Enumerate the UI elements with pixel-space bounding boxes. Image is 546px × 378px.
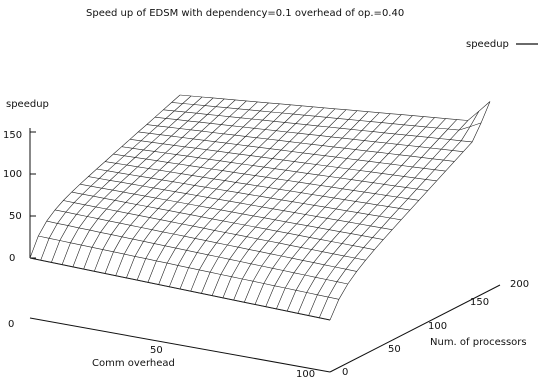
y-tick-label-150: 150 — [470, 297, 489, 308]
mesh-line-proc-18 — [222, 112, 380, 299]
surface-mesh — [29, 94, 491, 321]
z-tick-label-150: 150 — [3, 130, 22, 141]
mesh-line-proc-8 — [115, 102, 269, 276]
mesh-line-proc-7 — [104, 101, 258, 274]
y-axis-label: Num. of processors — [430, 337, 527, 348]
mesh-line-proc-15 — [190, 109, 347, 292]
z-tick-label-100: 100 — [3, 169, 22, 180]
x-tick-label-0: 0 — [8, 319, 14, 330]
mesh-line-proc-28 — [329, 101, 491, 321]
mesh-line-proc-20 — [244, 114, 402, 303]
x-tick-label-100: 100 — [296, 369, 315, 378]
mesh-line-proc-9 — [126, 103, 280, 279]
y-axis-line — [329, 284, 501, 373]
mesh-line-proc-0 — [29, 94, 181, 259]
mesh-line-proc-23 — [276, 117, 435, 310]
mesh-line-proc-24 — [286, 118, 446, 312]
z-tick-label-50: 50 — [9, 211, 22, 222]
mesh-line-proc-21 — [254, 115, 413, 305]
mesh-line-proc-2 — [51, 96, 203, 263]
x-ticks: 0 50 100 — [8, 319, 315, 378]
mesh-line-proc-11 — [147, 105, 303, 283]
mesh-line-proc-14 — [179, 108, 336, 290]
y-tick-label-100: 100 — [428, 321, 447, 332]
y-tick-label-0: 0 — [342, 367, 348, 378]
y-tick-label-200: 200 — [510, 279, 529, 290]
z-tick-label-0: 0 — [9, 253, 15, 264]
y-tick-label-50: 50 — [388, 344, 401, 355]
mesh-line-proc-1 — [40, 95, 192, 261]
mesh-line-proc-12 — [158, 106, 314, 285]
legend-label-speedup: speedup — [466, 39, 509, 50]
mesh-line-proc-16 — [201, 110, 358, 294]
mesh-line-proc-10 — [136, 104, 291, 281]
mesh-line-proc-5 — [83, 99, 236, 270]
mesh-line-proc-17 — [211, 111, 369, 296]
mesh-line-proc-13 — [169, 107, 325, 287]
mesh-line-proc-4 — [72, 98, 225, 268]
chart-title: Speed up of EDSM with dependency=0.1 ove… — [86, 8, 404, 19]
x-axis-label: Comm overhead — [92, 358, 175, 369]
z-ticks: 0 50 100 150 — [3, 130, 36, 264]
mesh-line-proc-6 — [94, 100, 247, 272]
z-axis-label: speedup — [6, 99, 49, 110]
mesh-line-proc-22 — [265, 116, 424, 307]
x-tick-label-50: 50 — [150, 345, 163, 356]
mesh-line-proc-27 — [319, 111, 480, 318]
mesh-line-proc-19 — [233, 113, 391, 301]
x-axis-line — [29, 317, 331, 373]
mesh-line-proc-26 — [308, 120, 469, 316]
mesh-line-proc-3 — [61, 97, 214, 265]
mesh-line-proc-25 — [297, 119, 458, 314]
y-ticks: 0 50 100 150 200 — [342, 279, 529, 378]
